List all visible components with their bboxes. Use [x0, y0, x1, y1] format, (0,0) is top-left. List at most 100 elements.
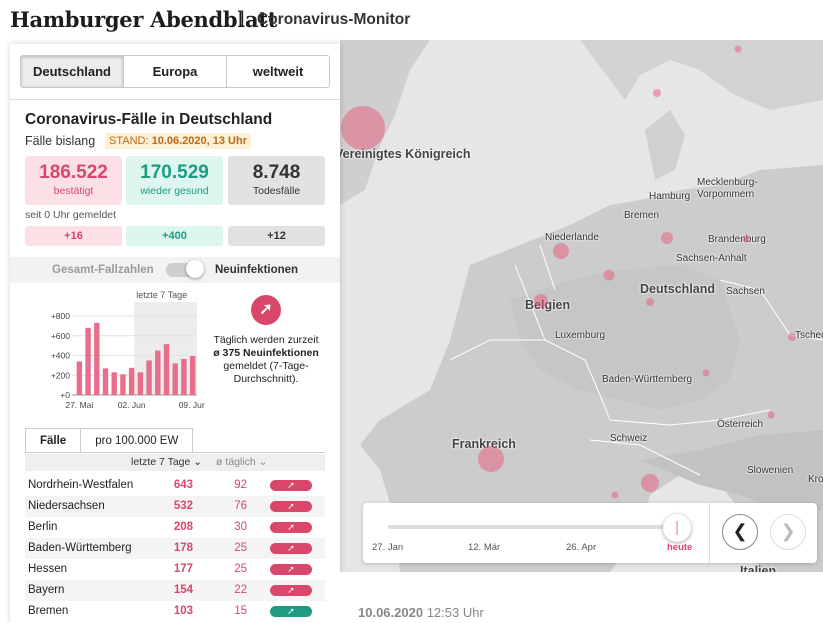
map-bubble[interactable] [611, 491, 619, 499]
next-button[interactable]: ❯ [770, 514, 806, 550]
logo[interactable]: Hamburger Abendblatt [10, 7, 278, 32]
confirmed-delta: +16 [25, 226, 122, 246]
confirmed-card: 186.522 bestätigt [25, 156, 122, 205]
chevron-left-icon: ❮ [732, 521, 748, 541]
daily-value: 76 [234, 500, 247, 512]
timeline-label: 12. Mär [468, 542, 501, 553]
tab-underline [25, 452, 325, 453]
tab-weltweit[interactable]: weltweit [252, 64, 304, 79]
map-bubble[interactable] [646, 298, 654, 306]
map-label: Frankreich [452, 437, 516, 451]
bottom-bar: 10.06.2020 12:53 Uhr [340, 572, 823, 623]
info-text: Täglich werden zurzeit ø 375 Neuinfektio… [208, 334, 324, 386]
timeline-divider [709, 503, 710, 563]
trend-up-icon: ➚ [270, 480, 312, 491]
timeline-thumb[interactable] [663, 514, 691, 542]
map-bubble[interactable] [553, 243, 569, 259]
previous-button[interactable]: ❮ [722, 514, 758, 550]
trend-icon: ➚ [270, 606, 312, 617]
table-row[interactable]: Bremen 103 15 ➚ [25, 601, 325, 622]
map-label: Baden-Württemberg [602, 374, 693, 385]
map[interactable]: Vereinigtes Königreich Niederlande Belgi… [340, 40, 823, 572]
chart-bar[interactable] [128, 367, 135, 395]
state-name: Baden-Württemberg [28, 542, 132, 554]
chart-bar[interactable] [146, 360, 152, 395]
header-daily: ø täglich [216, 456, 256, 468]
chart-bar[interactable] [163, 344, 170, 395]
y-tick-label: +200 [51, 370, 70, 380]
recovered-label: wieder gesund [140, 185, 209, 197]
state-name: Bremen [28, 605, 69, 617]
panel-title: Coronavirus-Fälle in Deutschland [25, 111, 273, 128]
since-label: seit 0 Uhr gemeldet [25, 209, 117, 221]
table-row[interactable]: Bayern 154 22 ➚ [25, 580, 325, 601]
toggle-label-new[interactable]: Neuinfektionen [215, 264, 299, 276]
deaths-value: 8.748 [252, 162, 301, 183]
confirmed-label: bestätigt [53, 185, 94, 197]
map-bubble[interactable] [702, 369, 710, 377]
chart-bar[interactable] [181, 358, 187, 395]
chart-bar[interactable] [189, 355, 196, 395]
chart-bar[interactable] [137, 372, 144, 395]
chart-bar[interactable] [111, 372, 117, 395]
map-label: Sachsen-Anhalt [676, 253, 747, 264]
chart-bar[interactable] [94, 322, 100, 395]
map-bubble[interactable] [661, 232, 673, 244]
map-bubble[interactable] [341, 106, 385, 150]
map-bubble[interactable] [478, 446, 504, 472]
table-row[interactable]: Nordrhein-Westfalen 643 92 ➚ [25, 475, 325, 496]
chart-bar[interactable] [102, 368, 109, 395]
x-tick-label: 27. Mai [65, 400, 93, 410]
timeline-label-today: heute [667, 542, 693, 553]
map-label: Tschechien [795, 330, 823, 341]
header-seven-days: letzte 7 Tage [131, 456, 191, 468]
map-bubble[interactable] [603, 269, 615, 281]
chart-bar[interactable] [155, 350, 161, 395]
seven-day-value: 208 [173, 521, 193, 533]
chart-bar[interactable] [76, 361, 83, 395]
seven-day-value: 177 [173, 563, 193, 575]
deaths-delta: +12 [228, 226, 325, 246]
daily-value: 22 [234, 584, 247, 596]
mode-toggle-bar: Gesamt-Fallzahlen Neuinfektionen [10, 257, 340, 283]
header-divider [241, 11, 242, 25]
chart-bar[interactable] [120, 374, 126, 395]
timeline-track[interactable] [388, 525, 682, 529]
sort-seven-days[interactable]: letzte 7 Tage ⌄ [131, 456, 202, 468]
timeline-label: 26. Apr [566, 542, 597, 553]
tab-europa[interactable]: Europa [124, 56, 227, 87]
table-tabs: Fälle pro 100.000 EW [25, 428, 195, 453]
map-bubble[interactable] [641, 474, 659, 492]
sort-daily[interactable]: ø täglich ⌄ [216, 456, 267, 468]
mode-toggle[interactable] [166, 260, 204, 278]
x-tick-label: 02. Jun [118, 400, 146, 410]
chart-bar[interactable] [172, 363, 178, 395]
toggle-knob[interactable] [186, 260, 204, 278]
table-row[interactable]: Baden-Württemberg 178 25 ➚ [25, 538, 325, 559]
daily-value: 92 [234, 479, 247, 491]
map-bubble[interactable] [534, 294, 548, 308]
table-row[interactable]: Hessen 177 25 ➚ [25, 559, 325, 580]
map-label: Vereinigtes Königreich [340, 147, 471, 161]
daily-value: 30 [234, 521, 247, 533]
tab-pro-100000[interactable]: pro 100.000 EW [81, 428, 194, 453]
footer-date: 10.06.2020 [358, 605, 424, 620]
map-bubble[interactable] [734, 45, 742, 53]
map-bubble[interactable] [788, 333, 796, 341]
table-row[interactable]: Berlin 208 30 ➚ [25, 517, 325, 538]
map-bubble[interactable] [653, 89, 661, 97]
map-bubble[interactable] [767, 411, 775, 419]
header: Hamburger Abendblatt Coronavirus-Monitor [0, 0, 823, 40]
toggle-label-total[interactable]: Gesamt-Fallzahlen [52, 264, 154, 276]
footer-time: 12:53 Uhr [426, 605, 484, 620]
table-row[interactable]: Niedersachsen 532 76 ➚ [25, 496, 325, 517]
chart-bar[interactable] [85, 327, 91, 395]
state-name: Niedersachsen [28, 500, 105, 512]
tab-faelle[interactable]: Fälle [25, 428, 82, 453]
region-tabs: Deutschland Europa weltweit [20, 55, 330, 88]
tab-deutschland[interactable]: Deutschland [21, 56, 124, 87]
footer-timestamp: 10.06.2020 12:53 Uhr [358, 605, 484, 620]
highlight-label: letzte 7 Tage [136, 290, 187, 300]
map-bubble[interactable] [742, 235, 750, 243]
recovered-delta: +400 [126, 226, 223, 246]
